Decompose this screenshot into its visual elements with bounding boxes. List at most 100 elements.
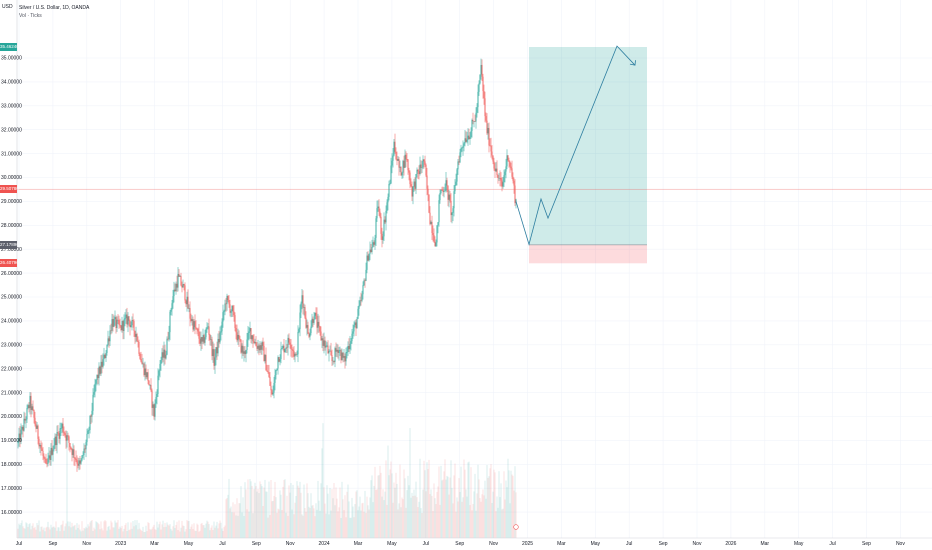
volume-bar	[274, 481, 276, 538]
time-tick-label: Mar	[150, 541, 159, 547]
volume-bar	[308, 506, 310, 538]
volume-bar	[103, 521, 105, 538]
candle-body	[237, 334, 239, 341]
candle-body	[173, 289, 175, 297]
volume-bar	[104, 520, 106, 538]
candle-body	[367, 255, 369, 261]
candle-body	[381, 233, 383, 240]
candle-body	[150, 384, 152, 391]
volume-bar	[51, 527, 53, 538]
candle-body	[187, 296, 189, 309]
candle-body	[110, 330, 112, 332]
volume-bar	[322, 423, 324, 538]
volume-bar	[500, 483, 502, 538]
candle-body	[243, 351, 245, 354]
candle-body	[428, 194, 430, 213]
volume-bar	[327, 493, 329, 538]
candle-body	[378, 206, 380, 212]
candle-body	[294, 353, 296, 357]
candle-body	[83, 448, 85, 456]
candle-body	[141, 361, 143, 365]
volume-bar	[293, 514, 295, 538]
volume-bar	[226, 498, 228, 538]
candle-body	[65, 434, 67, 441]
volume-bars	[17, 423, 517, 538]
volume-bar	[344, 495, 346, 538]
candle-body	[36, 425, 38, 429]
volume-bar	[102, 530, 104, 538]
candle-body	[298, 329, 300, 332]
volume-bar	[306, 483, 308, 538]
volume-bar	[18, 523, 20, 538]
candle-body	[40, 445, 42, 449]
candle-body	[220, 331, 222, 333]
volume-bar	[450, 460, 452, 538]
volume-bar	[178, 520, 180, 538]
target-zone	[529, 47, 647, 245]
volume-bar	[505, 480, 507, 538]
volume-bar	[489, 468, 491, 538]
candle-body	[252, 335, 254, 342]
candle-body	[121, 321, 123, 331]
volume-bar	[442, 479, 444, 538]
candle-body	[336, 349, 338, 352]
candle-body	[510, 166, 512, 169]
candle-body	[52, 449, 54, 455]
volume-bar	[337, 511, 339, 538]
volume-bar	[159, 521, 161, 538]
candle-body	[185, 300, 187, 305]
candle-body	[334, 348, 336, 362]
candle-body	[31, 406, 33, 410]
candle-body	[256, 346, 258, 349]
volume-bar	[486, 465, 488, 538]
volume-bar	[284, 479, 286, 538]
candle-body	[53, 445, 55, 450]
candle-body	[43, 455, 45, 459]
candle-body	[68, 436, 70, 444]
volume-bar	[184, 531, 186, 538]
volume-bar	[128, 530, 130, 538]
candle-body	[208, 326, 210, 335]
volume-bar	[368, 509, 370, 538]
volume-bar	[20, 523, 22, 538]
stop-zone	[529, 244, 647, 264]
price-tick-label: 29.00000	[1, 199, 22, 205]
volume-bar	[402, 499, 404, 538]
volume-bar	[502, 508, 504, 538]
candle-body	[148, 380, 150, 386]
volume-bar	[48, 527, 50, 538]
candle-body	[139, 353, 141, 359]
candle-body	[515, 199, 517, 204]
projection-line[interactable]	[515, 45, 636, 246]
candle-body	[257, 345, 259, 349]
volume-bar	[488, 476, 490, 538]
candle-body	[184, 285, 186, 301]
volume-bar	[137, 529, 139, 538]
candle-body	[138, 342, 140, 354]
volume-bar	[144, 531, 146, 538]
candle-body	[227, 295, 229, 301]
long-position-tool[interactable]	[17, 47, 932, 530]
volume-bar	[42, 529, 44, 538]
candle-body	[306, 325, 308, 328]
candle-body	[232, 305, 234, 312]
candle-body	[290, 344, 292, 350]
volume-bar	[447, 476, 449, 538]
candle-body	[272, 392, 274, 395]
candle-body	[442, 189, 444, 193]
volume-bar	[335, 487, 337, 538]
volume-bar	[509, 503, 511, 538]
candle-body	[473, 121, 475, 122]
candle-body	[106, 344, 108, 353]
volume-bar	[487, 477, 489, 538]
candle-body	[209, 334, 211, 340]
candle-body	[486, 120, 488, 134]
candle-body	[464, 138, 466, 144]
candle-body	[355, 322, 357, 329]
volume-bar	[152, 526, 154, 538]
candle-body	[309, 333, 311, 337]
candle-body	[280, 348, 282, 360]
candle-body	[364, 280, 366, 282]
volume-bar	[317, 480, 319, 538]
